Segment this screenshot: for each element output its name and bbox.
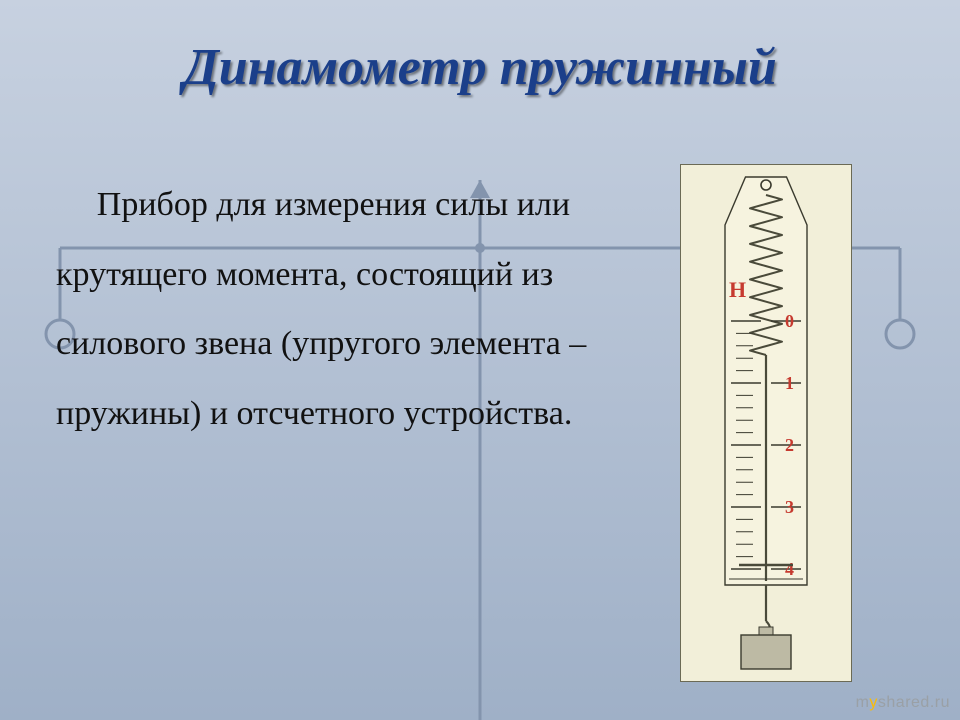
slide-body-text: Прибор для измерения силы или крутящего … <box>56 170 616 449</box>
svg-text:2: 2 <box>785 435 794 455</box>
slide-title: Динамометр пружинный <box>0 38 960 97</box>
svg-text:1: 1 <box>785 373 794 393</box>
svg-text:3: 3 <box>785 497 794 517</box>
dynamometer-diagram: Н 0 1 2 3 4 <box>680 164 852 682</box>
dynamometer-svg: Н 0 1 2 3 4 <box>681 165 851 681</box>
svg-text:0: 0 <box>785 311 794 331</box>
slide: Динамометр пружинный Прибор для измерени… <box>0 0 960 720</box>
svg-text:4: 4 <box>785 559 794 579</box>
svg-text:Н: Н <box>729 277 746 302</box>
watermark: myshared.ru <box>856 694 950 712</box>
